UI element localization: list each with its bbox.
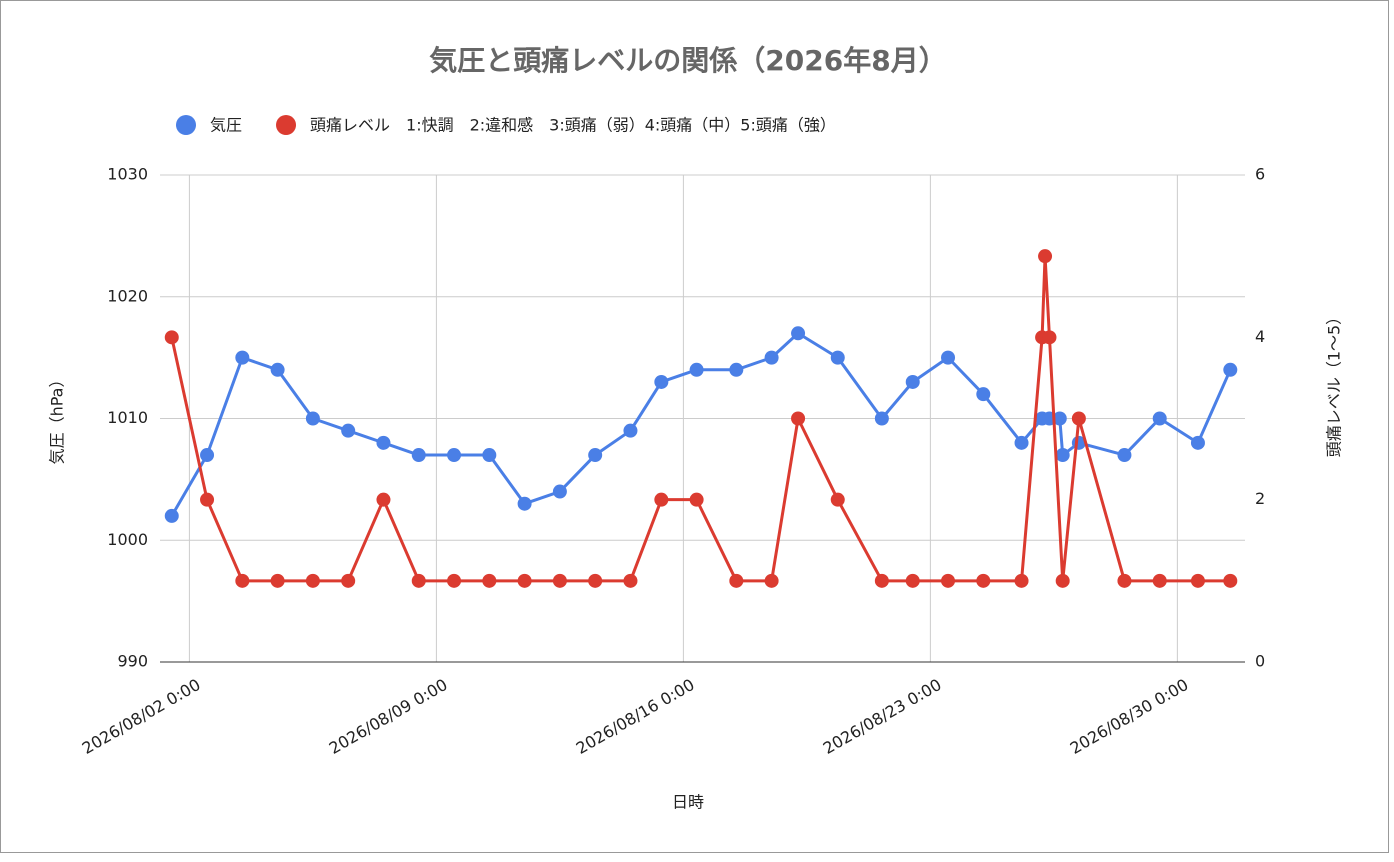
data-point <box>874 411 889 426</box>
data-point <box>791 411 806 426</box>
data-point <box>689 362 704 377</box>
data-point <box>1190 573 1205 588</box>
x-axis-title: 日時 <box>672 793 704 812</box>
legend-marker <box>276 115 297 135</box>
data-point <box>270 362 285 377</box>
data-point <box>1014 573 1029 588</box>
data-point <box>305 573 320 588</box>
data-point <box>830 350 845 365</box>
data-point <box>447 573 462 588</box>
data-point <box>200 448 215 463</box>
data-point <box>588 448 603 463</box>
data-point <box>376 492 391 507</box>
data-point <box>235 573 250 588</box>
data-point <box>1042 330 1057 345</box>
data-point <box>1117 448 1132 463</box>
data-point <box>791 326 806 341</box>
data-point <box>341 573 356 588</box>
data-point <box>941 350 956 365</box>
data-point <box>764 350 779 365</box>
legend-label: 頭痛レベル 1:快調 2:違和感 3:頭痛（弱）4:頭痛（中）5:頭痛（強） <box>310 116 836 135</box>
data-point <box>1223 362 1238 377</box>
y2-tick-label: 6 <box>1255 165 1265 184</box>
legend-label: 気圧 <box>210 116 242 135</box>
data-point <box>764 573 779 588</box>
data-point <box>164 508 179 523</box>
data-point <box>482 573 497 588</box>
data-point <box>376 435 391 450</box>
data-point <box>905 573 920 588</box>
data-point <box>235 350 250 365</box>
data-point <box>905 374 920 389</box>
data-point <box>552 484 567 499</box>
data-point <box>411 573 426 588</box>
data-point <box>552 573 567 588</box>
data-point <box>1038 249 1053 264</box>
data-point <box>1055 573 1070 588</box>
data-point <box>517 496 532 511</box>
data-point <box>200 492 215 507</box>
y-axis-title: 気圧（hPa） <box>48 372 67 465</box>
data-point <box>1055 448 1070 463</box>
data-point <box>1152 573 1167 588</box>
data-point <box>411 448 426 463</box>
data-point <box>1190 435 1205 450</box>
data-point <box>270 573 285 588</box>
data-point <box>654 374 669 389</box>
series-line <box>170 254 1231 583</box>
data-point <box>729 573 744 588</box>
y-tick-label: 1010 <box>107 408 148 427</box>
y-tick-label: 1030 <box>107 165 148 184</box>
data-point <box>689 492 704 507</box>
data-point <box>623 573 638 588</box>
data-point <box>305 411 320 426</box>
data-point <box>447 448 462 463</box>
y-tick-label: 1020 <box>107 286 148 305</box>
data-point <box>588 573 603 588</box>
chart-title: 気圧と頭痛レベルの関係（2026年8月） <box>429 44 946 77</box>
y2-tick-label: 2 <box>1255 489 1265 508</box>
data-point <box>1152 411 1167 426</box>
data-point <box>1014 435 1029 450</box>
y2-axis-title: 頭痛レベル（1〜5） <box>1325 309 1344 457</box>
legend-marker <box>176 115 196 135</box>
data-point <box>623 423 638 438</box>
y-tick-label: 1000 <box>107 530 148 549</box>
data-point <box>517 573 532 588</box>
data-point <box>941 573 956 588</box>
data-point <box>976 573 991 588</box>
data-point <box>976 387 991 402</box>
y2-tick-label: 0 <box>1255 652 1265 671</box>
data-point <box>164 330 179 345</box>
data-point <box>874 573 889 588</box>
data-point <box>830 492 845 507</box>
data-point <box>1052 411 1067 426</box>
data-point <box>729 362 744 377</box>
y-tick-label: 990 <box>117 652 148 671</box>
data-point <box>1223 573 1238 588</box>
data-point <box>341 423 356 438</box>
data-point <box>654 492 669 507</box>
series-line <box>170 331 1232 517</box>
data-point <box>482 448 497 463</box>
data-point <box>1071 411 1086 426</box>
y2-tick-label: 4 <box>1255 327 1265 346</box>
data-point <box>1117 573 1132 588</box>
